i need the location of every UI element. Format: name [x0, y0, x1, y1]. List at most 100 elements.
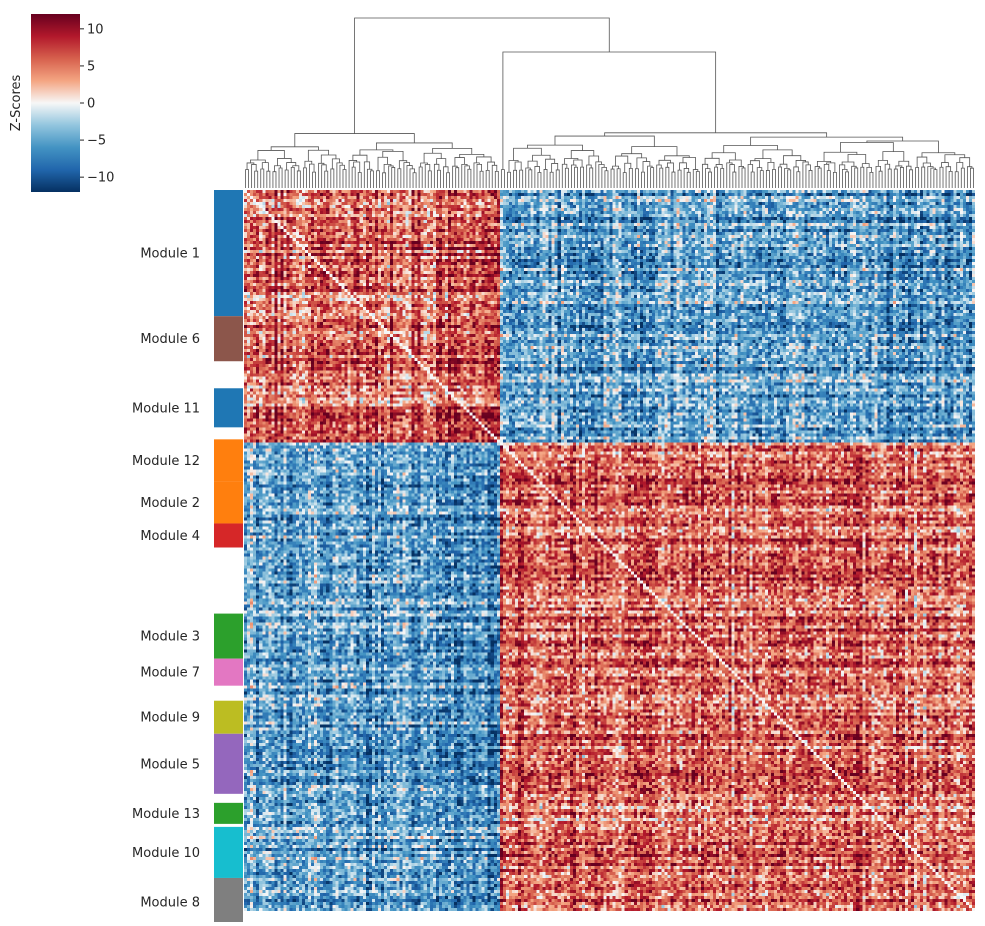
module-color-block [214, 613, 243, 659]
dendrogram-link [715, 164, 723, 169]
dendrogram-link [729, 159, 742, 167]
module-color-block [214, 877, 243, 926]
dendrogram-link [351, 166, 356, 188]
dendrogram-link [534, 166, 540, 188]
module-label: Module 5 [140, 757, 200, 772]
dendrogram-link [261, 162, 269, 172]
dendrogram-link [615, 155, 629, 167]
dendrogram-link [545, 158, 556, 170]
dendrogram-link [631, 146, 678, 156]
dendrogram-link [832, 172, 837, 188]
module-label: Module 2 [140, 496, 200, 511]
dendrogram-link [711, 152, 736, 160]
dendrogram-link [427, 170, 432, 188]
dendrogram-link [555, 169, 560, 188]
dendrogram-link [750, 171, 755, 188]
dendrogram-link [759, 170, 764, 188]
dendrogram-link [754, 158, 772, 163]
dendrogram-link [793, 166, 799, 188]
dendrogram-link [549, 171, 554, 188]
dendrogram-link [899, 167, 904, 188]
dendrogram-link [588, 155, 600, 165]
heatmap-cells [244, 190, 975, 911]
dendrogram-link [246, 162, 255, 170]
dendrogram-link [312, 171, 316, 188]
dendrogram-link [741, 167, 746, 188]
colorbar-tick-label: −10 [87, 171, 114, 186]
dendrogram-link [376, 142, 453, 150]
dendrogram-link [433, 163, 440, 188]
dendrogram-link [845, 171, 849, 188]
dendrogram-link [286, 162, 297, 171]
dendrogram-link [330, 168, 335, 188]
dendrogram-link [692, 169, 699, 188]
module-label: Module 10 [132, 846, 200, 861]
dendrogram-link [331, 158, 340, 169]
dendrogram-link [915, 167, 920, 188]
module-color-block [214, 481, 243, 524]
dendrogram-link [930, 167, 936, 188]
dendrogram-link [321, 164, 327, 188]
colorbar-tick-label: 5 [87, 59, 95, 74]
colorbar-tick-label: 10 [87, 22, 104, 37]
module-color-block [214, 802, 243, 824]
dendrogram-link [884, 163, 891, 188]
dendrogram-link [738, 166, 744, 188]
dendrogram-link [817, 167, 822, 188]
dendrogram-link [473, 162, 480, 188]
dendrogram-link [747, 164, 754, 188]
colorbar: 10 5 0 −5 −10 Z-Scores [9, 14, 114, 192]
dendrogram-link [551, 163, 559, 173]
dendrogram-link [875, 165, 881, 188]
dendrogram-link [251, 164, 257, 188]
dendrogram-link [500, 169, 505, 188]
dendrogram-link [272, 171, 277, 188]
dendrogram-link [960, 167, 965, 188]
dendrogram-link [634, 168, 639, 188]
dendrogram-link [866, 166, 872, 188]
dendrogram-link [945, 166, 952, 188]
dendrogram-link [443, 166, 449, 188]
module-color-block [214, 658, 243, 686]
dendrogram-link [353, 161, 361, 173]
dendrogram-link [882, 151, 905, 162]
dendrogram-link [839, 164, 846, 188]
dendrogram-link [336, 162, 343, 188]
module-label: Module 9 [140, 711, 200, 726]
dendrogram-link [762, 149, 793, 159]
dendrogram-link [245, 169, 249, 188]
dendrogram-link [642, 161, 651, 173]
dendrogram-link [682, 157, 696, 170]
dendrogram-link [437, 169, 441, 188]
dendrogram-link [939, 166, 944, 188]
dendrogram-link [823, 151, 858, 162]
colorbar-tick-label: −5 [87, 134, 106, 149]
dendrogram-link [307, 149, 330, 162]
module-label: Module 6 [140, 332, 200, 347]
dendrogram-link [887, 168, 892, 188]
dendrogram-link [854, 167, 859, 188]
dendrogram-link [610, 168, 615, 188]
dendrogram-link [507, 171, 511, 188]
dendrogram-link [927, 166, 934, 188]
dendrogram-link [254, 170, 259, 188]
dendrogram-link [679, 162, 687, 171]
dendrogram-link [294, 133, 415, 147]
dendrogram-link [779, 163, 788, 169]
dendrogram-link [647, 165, 653, 188]
dendrogram-link [659, 167, 664, 188]
dendrogram-link [513, 147, 542, 161]
dendrogram-link [370, 170, 374, 188]
dendrogram-link [543, 169, 548, 188]
dendrogram-link [595, 161, 602, 188]
dendrogram-link [324, 170, 329, 188]
dendrogram-link [309, 163, 315, 188]
dendrogram-link [527, 160, 538, 168]
dendrogram-link [467, 168, 472, 188]
dendrogram-link [278, 167, 283, 188]
module-color-block [214, 316, 243, 362]
dendrogram-link [714, 166, 719, 188]
dendrogram-link [708, 171, 712, 188]
module-color-block [214, 733, 243, 794]
dendrogram-link [409, 168, 415, 188]
